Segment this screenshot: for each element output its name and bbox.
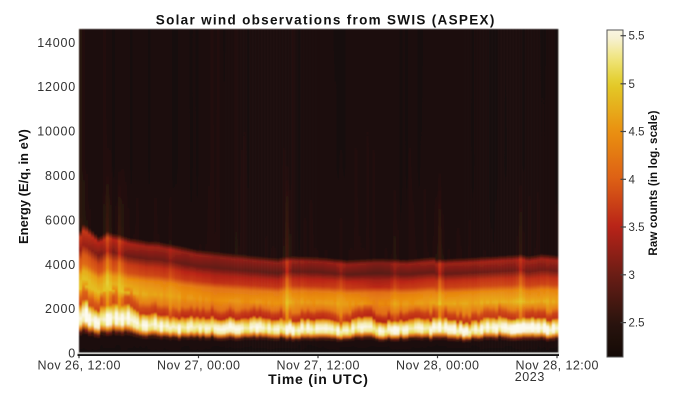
svg-text:3: 3 bbox=[629, 270, 635, 282]
svg-text:8000: 8000 bbox=[45, 169, 76, 183]
svg-text:5.5: 5.5 bbox=[629, 31, 645, 43]
svg-text:10000: 10000 bbox=[37, 125, 76, 139]
svg-text:2000: 2000 bbox=[45, 302, 76, 316]
svg-text:4000: 4000 bbox=[45, 258, 76, 272]
svg-text:12000: 12000 bbox=[37, 80, 76, 94]
svg-text:2.5: 2.5 bbox=[629, 318, 645, 330]
svg-text:Nov 27, 12:00: Nov 27, 12:00 bbox=[277, 358, 360, 372]
svg-text:4: 4 bbox=[629, 174, 636, 186]
svg-text:Energy (E/q, in eV): Energy (E/q, in eV) bbox=[16, 129, 31, 244]
svg-text:0: 0 bbox=[68, 347, 76, 361]
svg-text:4.5: 4.5 bbox=[629, 127, 645, 139]
svg-text:14000: 14000 bbox=[37, 36, 76, 50]
svg-text:Solar wind observations from S: Solar wind observations from SWIS (ASPEX… bbox=[156, 13, 496, 28]
svg-text:5: 5 bbox=[629, 79, 635, 91]
svg-text:Time (in UTC): Time (in UTC) bbox=[268, 371, 369, 387]
svg-text:Nov 26, 12:00: Nov 26, 12:00 bbox=[38, 358, 121, 372]
svg-text:Nov 28, 00:00: Nov 28, 00:00 bbox=[396, 358, 479, 372]
svg-text:3.5: 3.5 bbox=[629, 222, 645, 234]
svg-text:Nov 28, 12:00: Nov 28, 12:00 bbox=[516, 358, 599, 372]
svg-text:Raw counts (in log. scale): Raw counts (in log. scale) bbox=[648, 110, 660, 255]
svg-text:6000: 6000 bbox=[45, 213, 76, 227]
svg-text:Nov 27, 00:00: Nov 27, 00:00 bbox=[157, 358, 240, 372]
svg-text:2023: 2023 bbox=[515, 370, 545, 384]
